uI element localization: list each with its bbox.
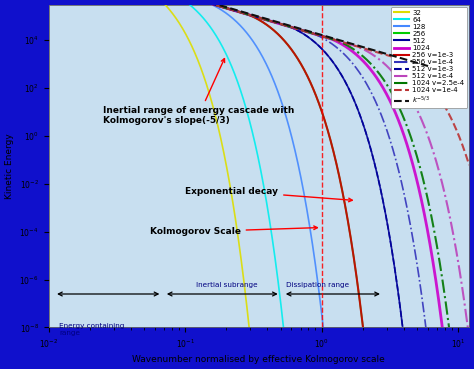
Y-axis label: Kinetic Energy: Kinetic Energy — [5, 133, 14, 199]
Text: Energy containing
range: Energy containing range — [59, 323, 125, 336]
Text: Inertial range of energy cascade with
Kolmogorov's slope(-5/3): Inertial range of energy cascade with Ko… — [103, 59, 294, 125]
X-axis label: Wavenumber normalised by effective Kolmogorov scale: Wavenumber normalised by effective Kolmo… — [132, 355, 385, 364]
Text: Exponential decay: Exponential decay — [185, 187, 352, 202]
Text: Dissipation range: Dissipation range — [286, 282, 349, 288]
Text: Kolmogorov Scale: Kolmogorov Scale — [150, 226, 318, 236]
Legend: 32, 64, 128, 256, 512, 1024, 256 v=1e-3, 256 v=1e-4, 512 v=1e-3, 512 v=1e-4, 102: 32, 64, 128, 256, 512, 1024, 256 v=1e-3,… — [392, 7, 467, 108]
Text: Inertial subrange: Inertial subrange — [196, 282, 257, 288]
